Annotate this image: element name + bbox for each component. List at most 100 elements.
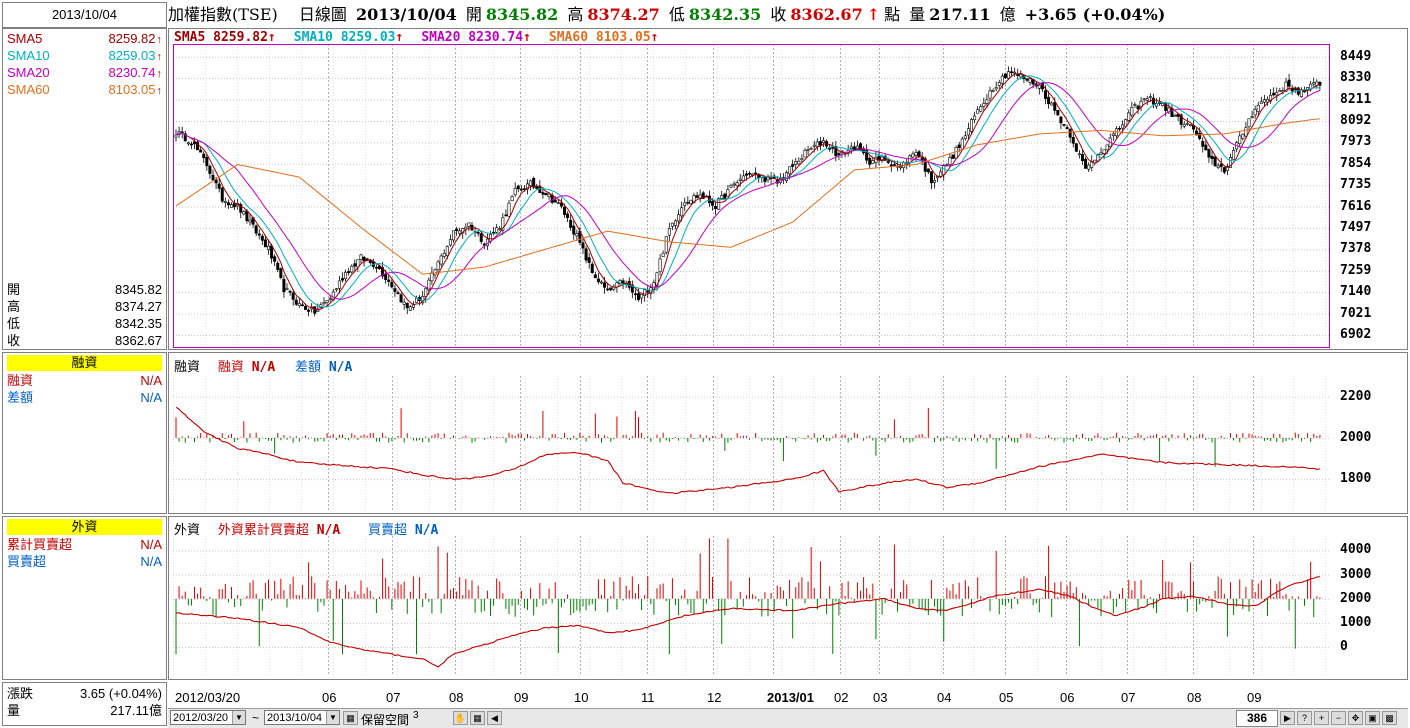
- candle: [587, 252, 591, 269]
- candle: [794, 157, 798, 170]
- candle-body: [257, 233, 261, 236]
- candle-body: [1117, 127, 1121, 130]
- candle-body: [553, 199, 557, 203]
- price-chart[interactable]: [173, 44, 1330, 348]
- start-date-select[interactable]: 2012/03/20 ▼: [170, 710, 246, 725]
- zoom-in-icon[interactable]: +: [1314, 711, 1329, 725]
- candle: [436, 260, 440, 275]
- candle-body: [273, 256, 277, 262]
- left-foreign-panel: 外資 累計買賣超 N/A 買賣超 N/A: [2, 516, 167, 680]
- candle-body: [495, 227, 499, 233]
- data-icon[interactable]: ▦: [343, 711, 358, 725]
- fullscreen-icon[interactable]: ▩: [1382, 711, 1397, 725]
- candle-body: [1071, 136, 1075, 144]
- candle: [991, 88, 995, 93]
- open-label: 開: [465, 5, 482, 24]
- candle-body: [837, 153, 841, 156]
- candle-body: [276, 262, 280, 270]
- candle-body: [519, 188, 523, 191]
- candle: [322, 297, 326, 307]
- volume-value: 217.11: [929, 5, 991, 24]
- x-tick-label: 12: [707, 690, 722, 705]
- candle-body: [658, 258, 662, 272]
- margin-chart[interactable]: [173, 376, 1330, 510]
- candle: [501, 213, 505, 235]
- candle: [470, 221, 474, 231]
- candle: [1176, 112, 1180, 122]
- candle: [276, 260, 280, 273]
- candle-body: [880, 156, 884, 162]
- candle-body: [883, 155, 887, 161]
- candle: [1173, 113, 1177, 117]
- candle: [1025, 78, 1029, 83]
- help-icon[interactable]: ?: [1297, 711, 1312, 725]
- candle-body: [498, 228, 502, 231]
- candle-body: [979, 106, 983, 112]
- candle: [1130, 101, 1134, 118]
- candle-body: [411, 304, 415, 308]
- candle-body: [1253, 109, 1257, 116]
- x-tick-label: 03: [873, 690, 888, 705]
- move-icon[interactable]: ✥: [1348, 711, 1363, 725]
- close-value: 8362.67: [790, 5, 863, 24]
- left-margin-row: 融資 N/A: [7, 372, 162, 389]
- candle: [1003, 73, 1007, 80]
- y-tick-label: 7616: [1340, 198, 1372, 214]
- candle-body: [991, 90, 995, 92]
- left-sma-row-label: SMA10: [7, 48, 50, 63]
- candle: [988, 86, 992, 102]
- chevron-down-icon[interactable]: ▼: [326, 711, 339, 724]
- up-arrow-icon: ↑: [156, 34, 163, 46]
- candle-body: [593, 274, 597, 279]
- candle-body: [529, 180, 533, 186]
- candle-body: [384, 273, 388, 280]
- candle-body: [661, 252, 665, 257]
- left-foreign-row-label: 買賣超: [7, 554, 47, 569]
- chevron-down-icon[interactable]: ▼: [232, 711, 245, 724]
- candle: [1050, 101, 1054, 106]
- candle: [849, 142, 853, 155]
- margin-legend-item1-value: N/A: [251, 360, 276, 375]
- candle: [596, 272, 600, 285]
- candle: [455, 226, 459, 236]
- foreign-legend-item2-value: N/A: [414, 523, 439, 538]
- candle-body: [445, 246, 449, 256]
- candle-body: [1047, 96, 1051, 105]
- candle-body: [387, 279, 391, 282]
- candle: [948, 152, 952, 167]
- up-arrow-icon: ↑: [156, 68, 163, 80]
- candle-body: [337, 280, 341, 289]
- candle: [1207, 148, 1211, 163]
- change-summary-value: 3.65 (+0.04%): [79, 686, 162, 701]
- candle-body: [1266, 98, 1270, 103]
- scroll-left-icon[interactable]: ◀: [487, 711, 502, 725]
- hand-icon[interactable]: ✋: [453, 711, 468, 725]
- candle-body: [948, 157, 952, 165]
- candle-body: [803, 150, 807, 158]
- candle: [735, 180, 739, 192]
- end-date-select[interactable]: 2013/10/04 ▼: [264, 710, 340, 725]
- fit-icon[interactable]: ▣: [1365, 711, 1380, 725]
- candle: [1247, 118, 1251, 131]
- candle: [1056, 109, 1060, 117]
- candle-body: [525, 183, 529, 190]
- candle-body: [640, 293, 644, 299]
- candle-body: [455, 228, 459, 232]
- candle: [467, 222, 471, 232]
- foreign-chart[interactable]: [173, 536, 1330, 676]
- candle-body: [643, 289, 647, 296]
- candle-body: [347, 271, 351, 274]
- candle-body: [1290, 88, 1294, 92]
- zoom-out-icon[interactable]: −: [1331, 711, 1346, 725]
- candle-body: [834, 145, 838, 157]
- candle-body: [1121, 124, 1125, 129]
- scroll-right-icon[interactable]: ▶: [1280, 711, 1295, 725]
- candle: [525, 179, 529, 195]
- candle-body: [1050, 102, 1054, 106]
- left-foreign-row: 累計買賣超 N/A: [7, 536, 162, 553]
- candle-body: [596, 278, 600, 283]
- up-arrow-icon: ↑: [523, 30, 531, 45]
- data-icon[interactable]: ▦: [470, 711, 485, 725]
- candle-body: [729, 184, 733, 188]
- candle: [723, 192, 727, 199]
